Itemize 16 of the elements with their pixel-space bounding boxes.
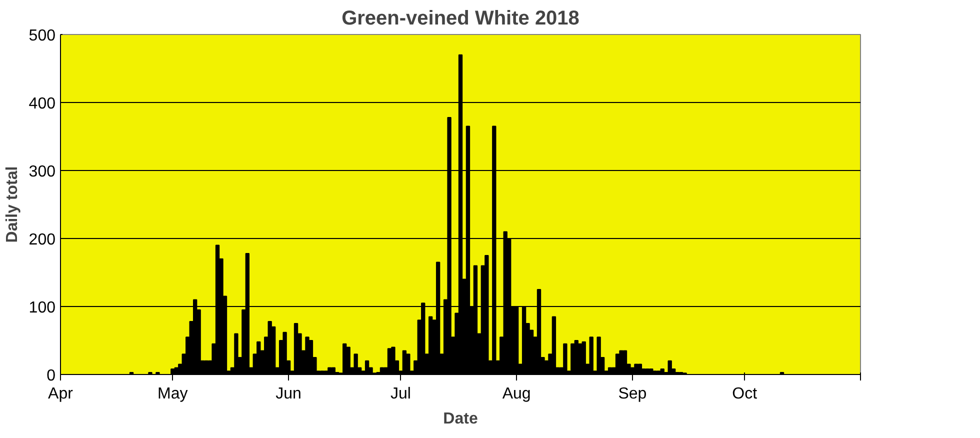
x-tick-label: May [158, 386, 188, 402]
y-tick-label: 0 [46, 368, 56, 384]
x-tick-label: Sep [618, 386, 647, 402]
y-axis-title: Daily total [4, 166, 21, 243]
y-tick-label: 500 [28, 28, 56, 44]
x-tick-label: Jun [276, 386, 302, 402]
y-tick-label: 400 [28, 96, 56, 112]
y-tick-label: 200 [28, 232, 56, 248]
x-axis-title: Date [443, 410, 478, 428]
x-tick-label: Apr [48, 386, 74, 402]
x-tick-label: Aug [502, 386, 531, 402]
y-tick-label: 300 [28, 164, 56, 180]
x-tick-label: Oct [732, 386, 758, 402]
y-tick-label: 100 [28, 300, 56, 316]
chart-title: Green-veined White 2018 [342, 8, 580, 30]
x-tick-label: Jul [390, 386, 411, 402]
